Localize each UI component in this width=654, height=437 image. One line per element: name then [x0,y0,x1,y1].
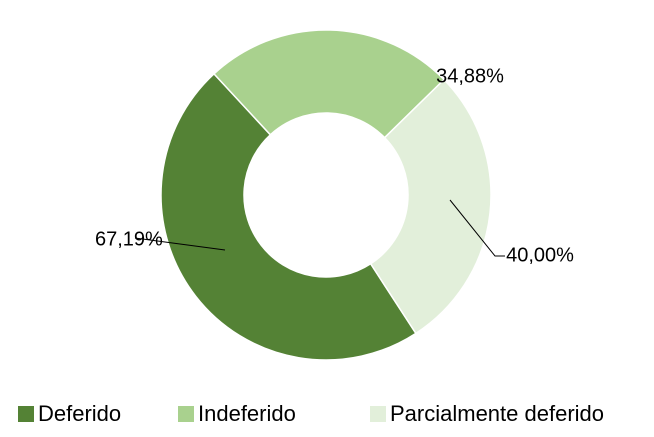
legend-swatch [370,406,386,422]
donut-slice [369,78,492,335]
legend-label: Indeferido [198,401,296,426]
legend-swatch [18,406,34,422]
leader-line [134,237,226,251]
legend-swatch [178,406,194,422]
legend-label: Parcialmente deferido [390,401,604,426]
data-label: 67,19% [95,228,163,250]
donut-slice [160,72,417,361]
legend-label: Deferido [38,401,121,426]
leader-line [449,199,505,257]
data-label: 34,88% [436,65,504,87]
donut-slice [212,29,446,139]
data-label: 40,00% [506,244,574,266]
